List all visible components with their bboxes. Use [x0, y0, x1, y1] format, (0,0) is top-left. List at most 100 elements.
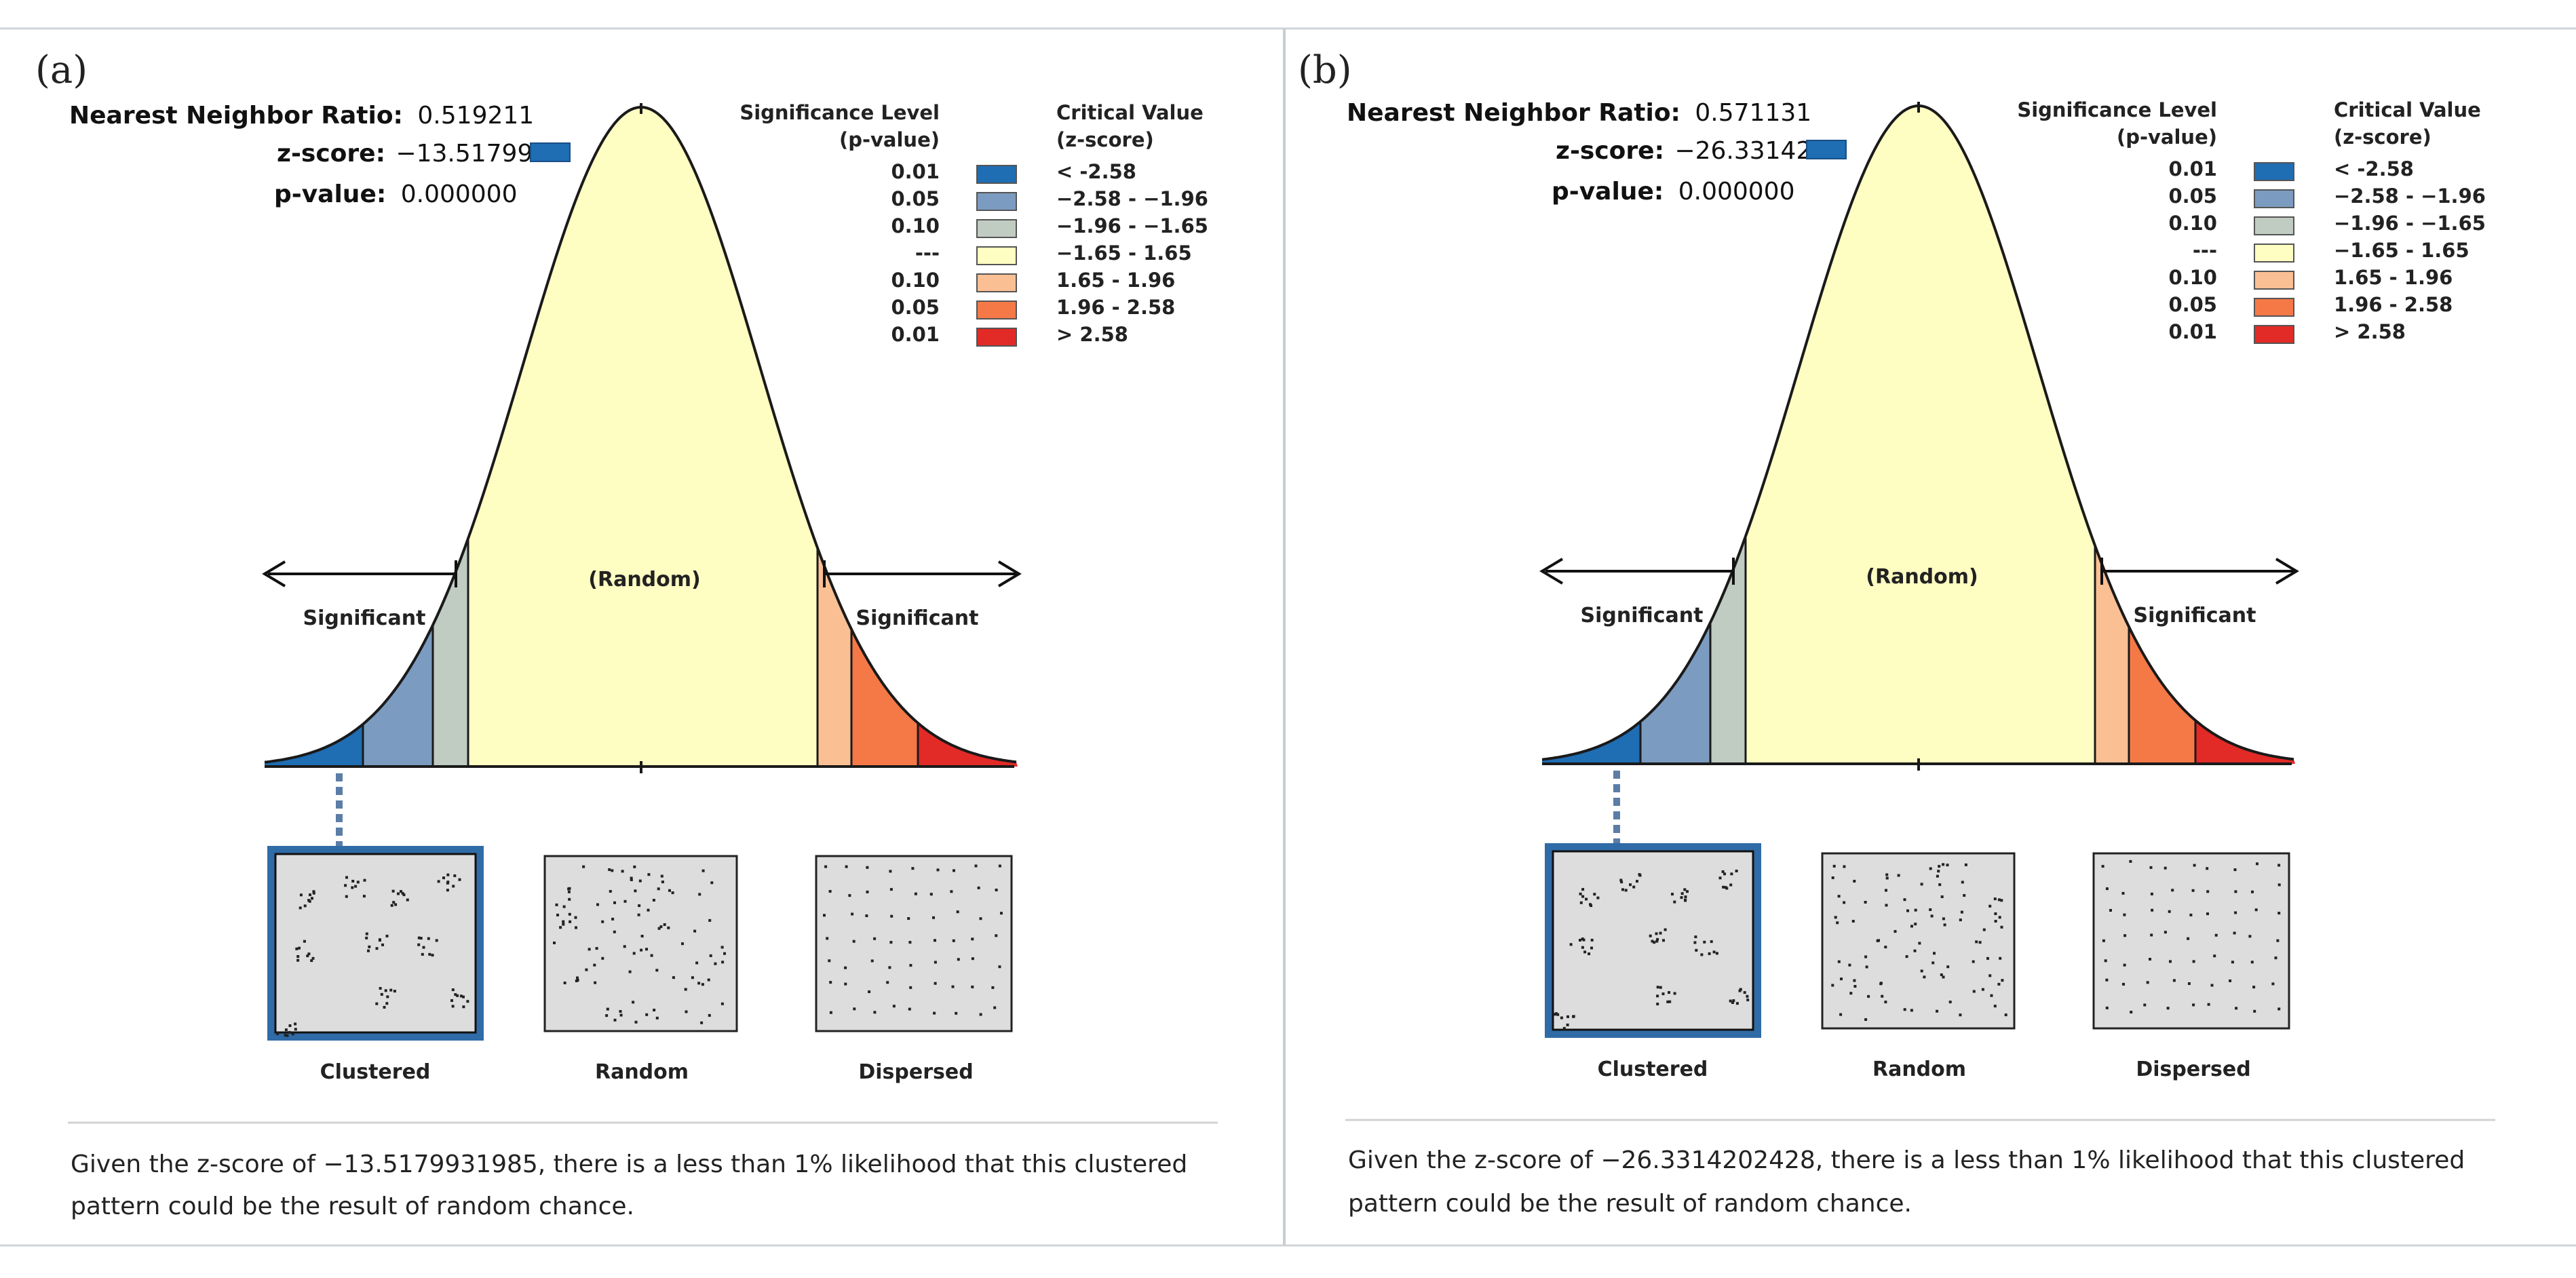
pattern-point [720, 946, 724, 949]
pattern-point [562, 905, 566, 908]
pattern-point [2172, 979, 2176, 982]
pattern-point [828, 959, 831, 963]
pattern-point [929, 893, 933, 896]
dispersed-label: Dispersed [858, 1060, 973, 1084]
pattern-point [1942, 863, 1945, 866]
pattern-point [462, 1005, 465, 1009]
pattern-point [889, 888, 893, 891]
pattern-point [1988, 974, 1992, 977]
random-pattern-box [1821, 852, 2016, 1030]
pattern-point [1839, 1013, 1843, 1016]
pattern-point [1884, 1001, 1887, 1004]
pattern-point [1994, 920, 1997, 923]
legend-z-range: 1.96 - 2.58 [2334, 293, 2453, 316]
pattern-point [971, 937, 974, 941]
pattern-point [2150, 892, 2153, 895]
pattern-point [1940, 895, 1944, 898]
pattern-point [657, 887, 660, 891]
pattern-point [995, 889, 998, 891]
pattern-point [1581, 888, 1585, 891]
band-p010-right [2095, 106, 2129, 764]
pattern-point [2189, 913, 2193, 916]
nn-ratio-label: Nearest Neighbor Ratio: [1347, 99, 1680, 127]
legend-p-value: 0.10 [2168, 266, 2217, 289]
pattern-point [451, 988, 455, 992]
pattern-point [634, 1020, 638, 1024]
pattern-point [1961, 880, 1964, 884]
pattern-point [1651, 940, 1654, 943]
pattern-point [2000, 899, 2003, 902]
pattern-point [848, 894, 851, 897]
pattern-point [1723, 872, 1726, 876]
pattern-point [653, 1009, 656, 1011]
pattern-point [1746, 999, 1750, 1002]
pattern-point [853, 1007, 856, 1011]
pattern-point [2248, 935, 2252, 938]
pattern-point [466, 1000, 469, 1003]
pattern-point [1656, 1003, 1659, 1006]
pattern-point [1851, 920, 1855, 923]
pattern-point [2130, 1011, 2133, 1013]
pattern-point [1588, 952, 1591, 956]
pattern-point [406, 898, 409, 902]
pattern-point [888, 966, 891, 969]
pattern-point [1930, 914, 1934, 918]
pattern-point [623, 945, 626, 948]
pattern-point [568, 912, 571, 916]
pattern-point [312, 890, 315, 893]
pattern-point [2168, 910, 2171, 913]
pattern-point [2256, 862, 2258, 866]
legend-sig-header: Significance Level [2017, 98, 2217, 121]
pattern-point [1897, 874, 1900, 877]
pattern-point [1619, 878, 1623, 882]
pattern-point [563, 982, 566, 984]
pattern-point [594, 981, 597, 984]
pattern-point [303, 904, 307, 908]
pattern-point [619, 1010, 622, 1013]
pattern-point [652, 899, 655, 902]
pattern-point [1920, 969, 1923, 973]
pattern-point [865, 914, 868, 917]
pattern-point [1566, 1015, 1569, 1018]
z-score-color-swatch [1806, 140, 1847, 159]
pattern-point [1848, 963, 1851, 967]
legend-p-value: 0.01 [2168, 157, 2217, 180]
pattern-point [576, 979, 579, 982]
pattern-point [585, 968, 588, 971]
pattern-point [613, 930, 616, 933]
pattern-point [2206, 890, 2210, 893]
pattern-point [2105, 1006, 2109, 1009]
pattern-point [2164, 866, 2167, 870]
legend-sig-header: Significance Level [739, 101, 940, 124]
legend-sig-subheader: (p-value) [2117, 125, 2217, 149]
dispersed-points [823, 864, 1003, 1016]
pattern-point [1913, 949, 1917, 952]
clustered-points [1553, 870, 1750, 1030]
legend-p-value: 0.10 [2168, 212, 2217, 235]
pattern-point [288, 1030, 291, 1034]
pattern-point [1649, 934, 1652, 937]
pattern-point [1942, 917, 1945, 921]
pattern-point [2150, 933, 2153, 937]
dispersed-pattern-box [2092, 852, 2290, 1030]
pattern-point [356, 880, 360, 884]
pattern-point [684, 988, 687, 991]
pattern-point [354, 885, 358, 888]
pattern-point [1931, 961, 1935, 965]
pattern-point [2187, 982, 2191, 985]
pattern-point [2252, 986, 2256, 989]
pattern-point [1579, 892, 1582, 895]
pattern-point [655, 1016, 659, 1020]
random-points [553, 865, 726, 1024]
pattern-point [2251, 890, 2254, 893]
pattern-point [606, 1007, 609, 1011]
pattern-point [394, 903, 398, 906]
pattern-point [660, 874, 664, 878]
pattern-point [650, 954, 653, 957]
legend-swatch [2254, 325, 2294, 344]
legend-p-value: 0.01 [891, 160, 940, 183]
pattern-point [701, 983, 704, 986]
pattern-point [637, 913, 640, 916]
pattern-point [2123, 913, 2126, 916]
pattern-point [596, 903, 599, 906]
